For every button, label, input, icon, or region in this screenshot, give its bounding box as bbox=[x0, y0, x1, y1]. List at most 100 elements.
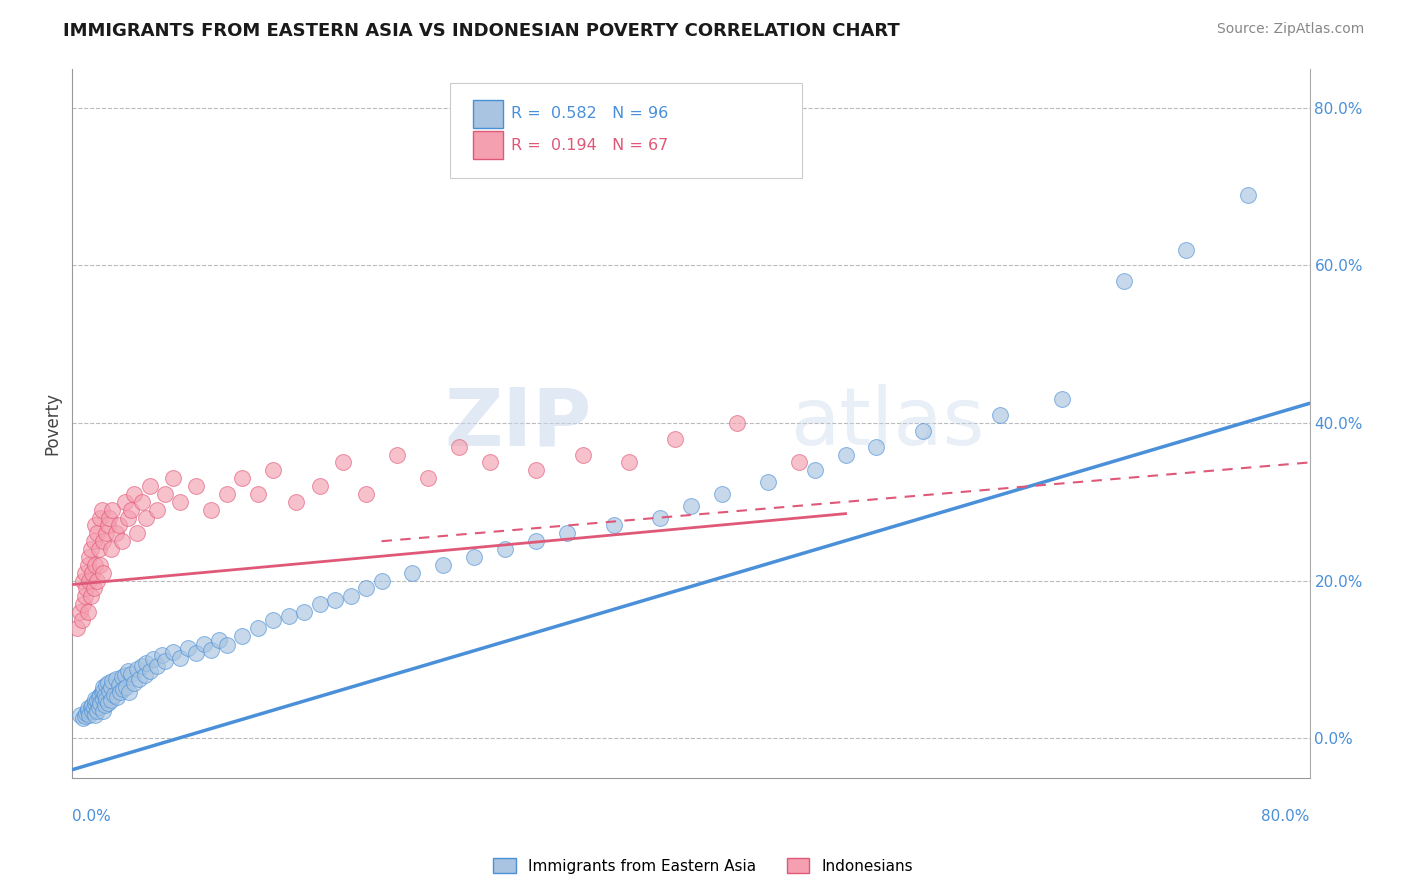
Point bbox=[91, 684, 114, 698]
Point bbox=[76, 558, 98, 572]
Point bbox=[87, 699, 110, 714]
Point bbox=[76, 704, 98, 718]
FancyBboxPatch shape bbox=[450, 83, 803, 178]
Point bbox=[602, 518, 624, 533]
Point bbox=[93, 688, 115, 702]
Point bbox=[138, 664, 160, 678]
Point bbox=[70, 613, 93, 627]
Point bbox=[76, 605, 98, 619]
Point bbox=[200, 643, 222, 657]
Point bbox=[131, 658, 153, 673]
Point bbox=[120, 502, 142, 516]
Point bbox=[370, 574, 392, 588]
Point bbox=[277, 609, 299, 624]
Point bbox=[231, 629, 253, 643]
Point bbox=[114, 668, 136, 682]
Point bbox=[77, 574, 100, 588]
Point bbox=[131, 495, 153, 509]
Point bbox=[834, 448, 856, 462]
Point bbox=[122, 676, 145, 690]
Point bbox=[86, 574, 108, 588]
Point bbox=[97, 676, 120, 690]
Point bbox=[84, 558, 107, 572]
Point bbox=[73, 590, 96, 604]
Point bbox=[114, 495, 136, 509]
Point bbox=[108, 685, 131, 699]
Point bbox=[101, 674, 124, 689]
Y-axis label: Poverty: Poverty bbox=[44, 392, 60, 455]
Point bbox=[463, 549, 485, 564]
Point bbox=[111, 670, 134, 684]
Point bbox=[988, 408, 1011, 422]
Point bbox=[169, 650, 191, 665]
Point bbox=[80, 699, 103, 714]
Text: ZIP: ZIP bbox=[444, 384, 592, 462]
Point bbox=[72, 597, 94, 611]
Point bbox=[105, 690, 128, 705]
Point bbox=[82, 704, 104, 718]
Point bbox=[93, 698, 115, 712]
Point bbox=[354, 487, 377, 501]
Point bbox=[432, 558, 454, 572]
Point bbox=[571, 448, 593, 462]
Point bbox=[100, 542, 122, 557]
Point bbox=[82, 566, 104, 580]
Point bbox=[385, 448, 408, 462]
Point bbox=[98, 684, 121, 698]
Point bbox=[84, 696, 107, 710]
Point bbox=[103, 688, 125, 702]
Point bbox=[89, 696, 111, 710]
Point bbox=[756, 475, 779, 490]
Point bbox=[339, 590, 361, 604]
Point bbox=[80, 542, 103, 557]
Point bbox=[118, 685, 141, 699]
Point bbox=[787, 455, 810, 469]
Point bbox=[416, 471, 439, 485]
Point bbox=[524, 534, 547, 549]
Point bbox=[146, 502, 169, 516]
Point bbox=[120, 666, 142, 681]
Point bbox=[101, 502, 124, 516]
Point bbox=[246, 621, 269, 635]
Point bbox=[200, 502, 222, 516]
Point bbox=[83, 582, 105, 596]
Point bbox=[354, 582, 377, 596]
Point bbox=[91, 534, 114, 549]
Point bbox=[308, 597, 330, 611]
Point bbox=[86, 693, 108, 707]
Point bbox=[208, 632, 231, 647]
Point bbox=[111, 534, 134, 549]
Point bbox=[184, 646, 207, 660]
Point bbox=[215, 638, 238, 652]
Point bbox=[73, 709, 96, 723]
Point bbox=[246, 487, 269, 501]
Point bbox=[146, 658, 169, 673]
Text: R =  0.194   N = 67: R = 0.194 N = 67 bbox=[512, 137, 669, 153]
Point bbox=[292, 605, 315, 619]
Point bbox=[83, 701, 105, 715]
Point bbox=[215, 487, 238, 501]
Point bbox=[77, 549, 100, 564]
Point bbox=[89, 558, 111, 572]
Point bbox=[84, 518, 107, 533]
Point bbox=[153, 487, 176, 501]
Point bbox=[308, 479, 330, 493]
Point bbox=[100, 680, 122, 694]
Point bbox=[1174, 243, 1197, 257]
Point bbox=[107, 677, 129, 691]
Point bbox=[97, 518, 120, 533]
Point bbox=[1112, 274, 1135, 288]
Point bbox=[117, 510, 139, 524]
Point bbox=[82, 698, 104, 712]
Point bbox=[447, 440, 470, 454]
Point bbox=[98, 510, 121, 524]
Point bbox=[162, 644, 184, 658]
Point bbox=[84, 691, 107, 706]
Text: IMMIGRANTS FROM EASTERN ASIA VS INDONESIAN POVERTY CORRELATION CHART: IMMIGRANTS FROM EASTERN ASIA VS INDONESI… bbox=[63, 22, 900, 40]
Point bbox=[153, 654, 176, 668]
Point bbox=[323, 593, 346, 607]
Point bbox=[87, 542, 110, 557]
Point bbox=[72, 574, 94, 588]
Point bbox=[76, 701, 98, 715]
Text: atlas: atlas bbox=[790, 384, 984, 462]
